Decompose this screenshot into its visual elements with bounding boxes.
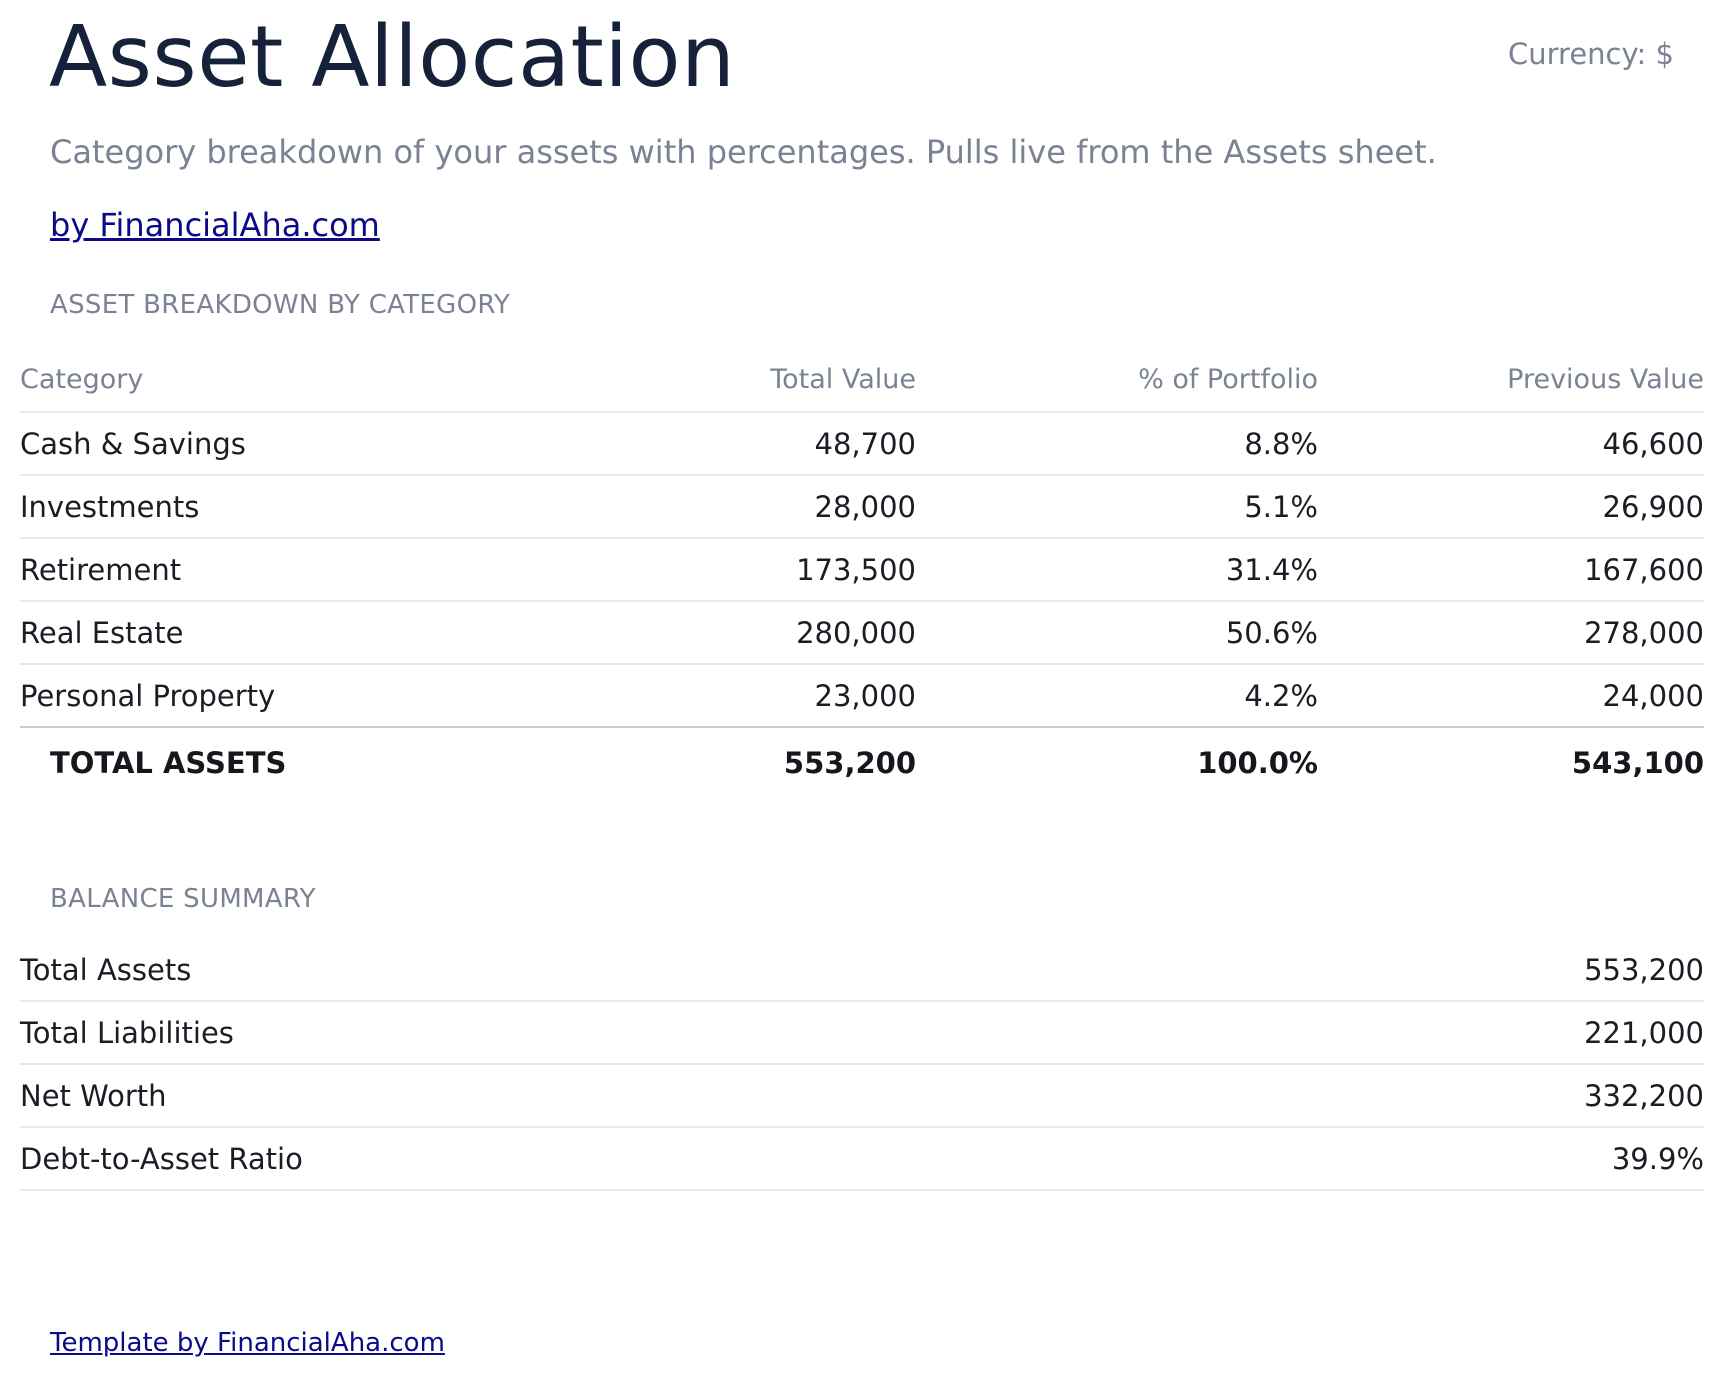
page-subtitle: Category breakdown of your assets with p… xyxy=(50,133,1437,171)
total-label: TOTAL ASSETS xyxy=(50,746,287,780)
currency-label: Currency: $ xyxy=(1508,37,1674,71)
column-header-total-value: Total Value xyxy=(566,348,916,413)
column-header-previous-value: Previous Value xyxy=(1318,348,1704,413)
total-value-cell: 280,000 xyxy=(566,601,916,665)
column-header-category: Category xyxy=(20,348,566,413)
table-row: Investments 28,000 5.1% 26,900 xyxy=(20,475,1704,539)
previous-value-cell: 26,900 xyxy=(1318,475,1704,539)
allocation-table: Category Total Value % of Portfolio Prev… xyxy=(20,348,1704,798)
category-cell: Real Estate xyxy=(20,601,566,665)
column-header-percent: % of Portfolio xyxy=(916,348,1318,413)
total-value-cell: 173,500 xyxy=(566,538,916,602)
percent-cell: 31.4% xyxy=(916,538,1318,602)
summary-label: Total Liabilities xyxy=(20,1001,1020,1065)
summary-row: Total Assets 553,200 xyxy=(20,939,1704,1002)
previous-value-cell: 46,600 xyxy=(1318,412,1704,476)
summary-row: Net Worth 332,200 xyxy=(20,1064,1704,1128)
percent-cell: 8.8% xyxy=(916,412,1318,476)
total-value-cell: 28,000 xyxy=(566,475,916,539)
percent-cell: 5.1% xyxy=(916,475,1318,539)
category-cell: Retirement xyxy=(20,538,566,602)
footer-template-link[interactable]: Template by FinancialAha.com xyxy=(50,1328,445,1358)
summary-value: 553,200 xyxy=(1020,939,1704,1002)
summary-value: 221,000 xyxy=(1020,1001,1704,1065)
summary-label: Debt-to-Asset Ratio xyxy=(20,1127,1020,1191)
table-row: Retirement 173,500 31.4% 167,600 xyxy=(20,538,1704,602)
allocation-header-row: Category Total Value % of Portfolio Prev… xyxy=(20,348,1704,413)
page-title: Asset Allocation xyxy=(49,8,736,107)
total-value-cell: 23,000 xyxy=(566,664,916,728)
total-value-cell: 48,700 xyxy=(566,412,916,476)
total-value-sum: 553,200 xyxy=(783,746,916,780)
summary-value: 39.9% xyxy=(1020,1127,1704,1191)
previous-value-cell: 167,600 xyxy=(1318,538,1704,602)
summary-label: Net Worth xyxy=(20,1064,1020,1128)
summary-row: Total Liabilities 221,000 xyxy=(20,1001,1704,1065)
total-assets-row: TOTAL ASSETS 553,200 100.0% 543,100 xyxy=(20,727,1704,798)
table-row: Personal Property 23,000 4.2% 24,000 xyxy=(20,664,1704,728)
summary-row: Debt-to-Asset Ratio 39.9% xyxy=(20,1127,1704,1191)
allocation-section-heading: ASSET BREAKDOWN BY CATEGORY xyxy=(50,290,511,320)
summary-section-heading: BALANCE SUMMARY xyxy=(50,884,316,914)
previous-value-cell: 278,000 xyxy=(1318,601,1704,665)
table-row: Real Estate 280,000 50.6% 278,000 xyxy=(20,601,1704,665)
summary-value: 332,200 xyxy=(1020,1064,1704,1128)
category-cell: Investments xyxy=(20,475,566,539)
balance-summary-table: Total Assets 553,200 Total Liabilities 2… xyxy=(20,939,1704,1191)
percent-cell: 4.2% xyxy=(916,664,1318,728)
percent-cell: 50.6% xyxy=(916,601,1318,665)
total-previous-sum: 543,100 xyxy=(1571,746,1704,780)
byline-link[interactable]: by FinancialAha.com xyxy=(50,206,380,244)
total-percent-sum: 100.0% xyxy=(1197,746,1318,780)
previous-value-cell: 24,000 xyxy=(1318,664,1704,728)
table-row: Cash & Savings 48,700 8.8% 46,600 xyxy=(20,412,1704,476)
category-cell: Cash & Savings xyxy=(20,412,566,476)
category-cell: Personal Property xyxy=(20,664,566,728)
summary-label: Total Assets xyxy=(20,939,1020,1002)
